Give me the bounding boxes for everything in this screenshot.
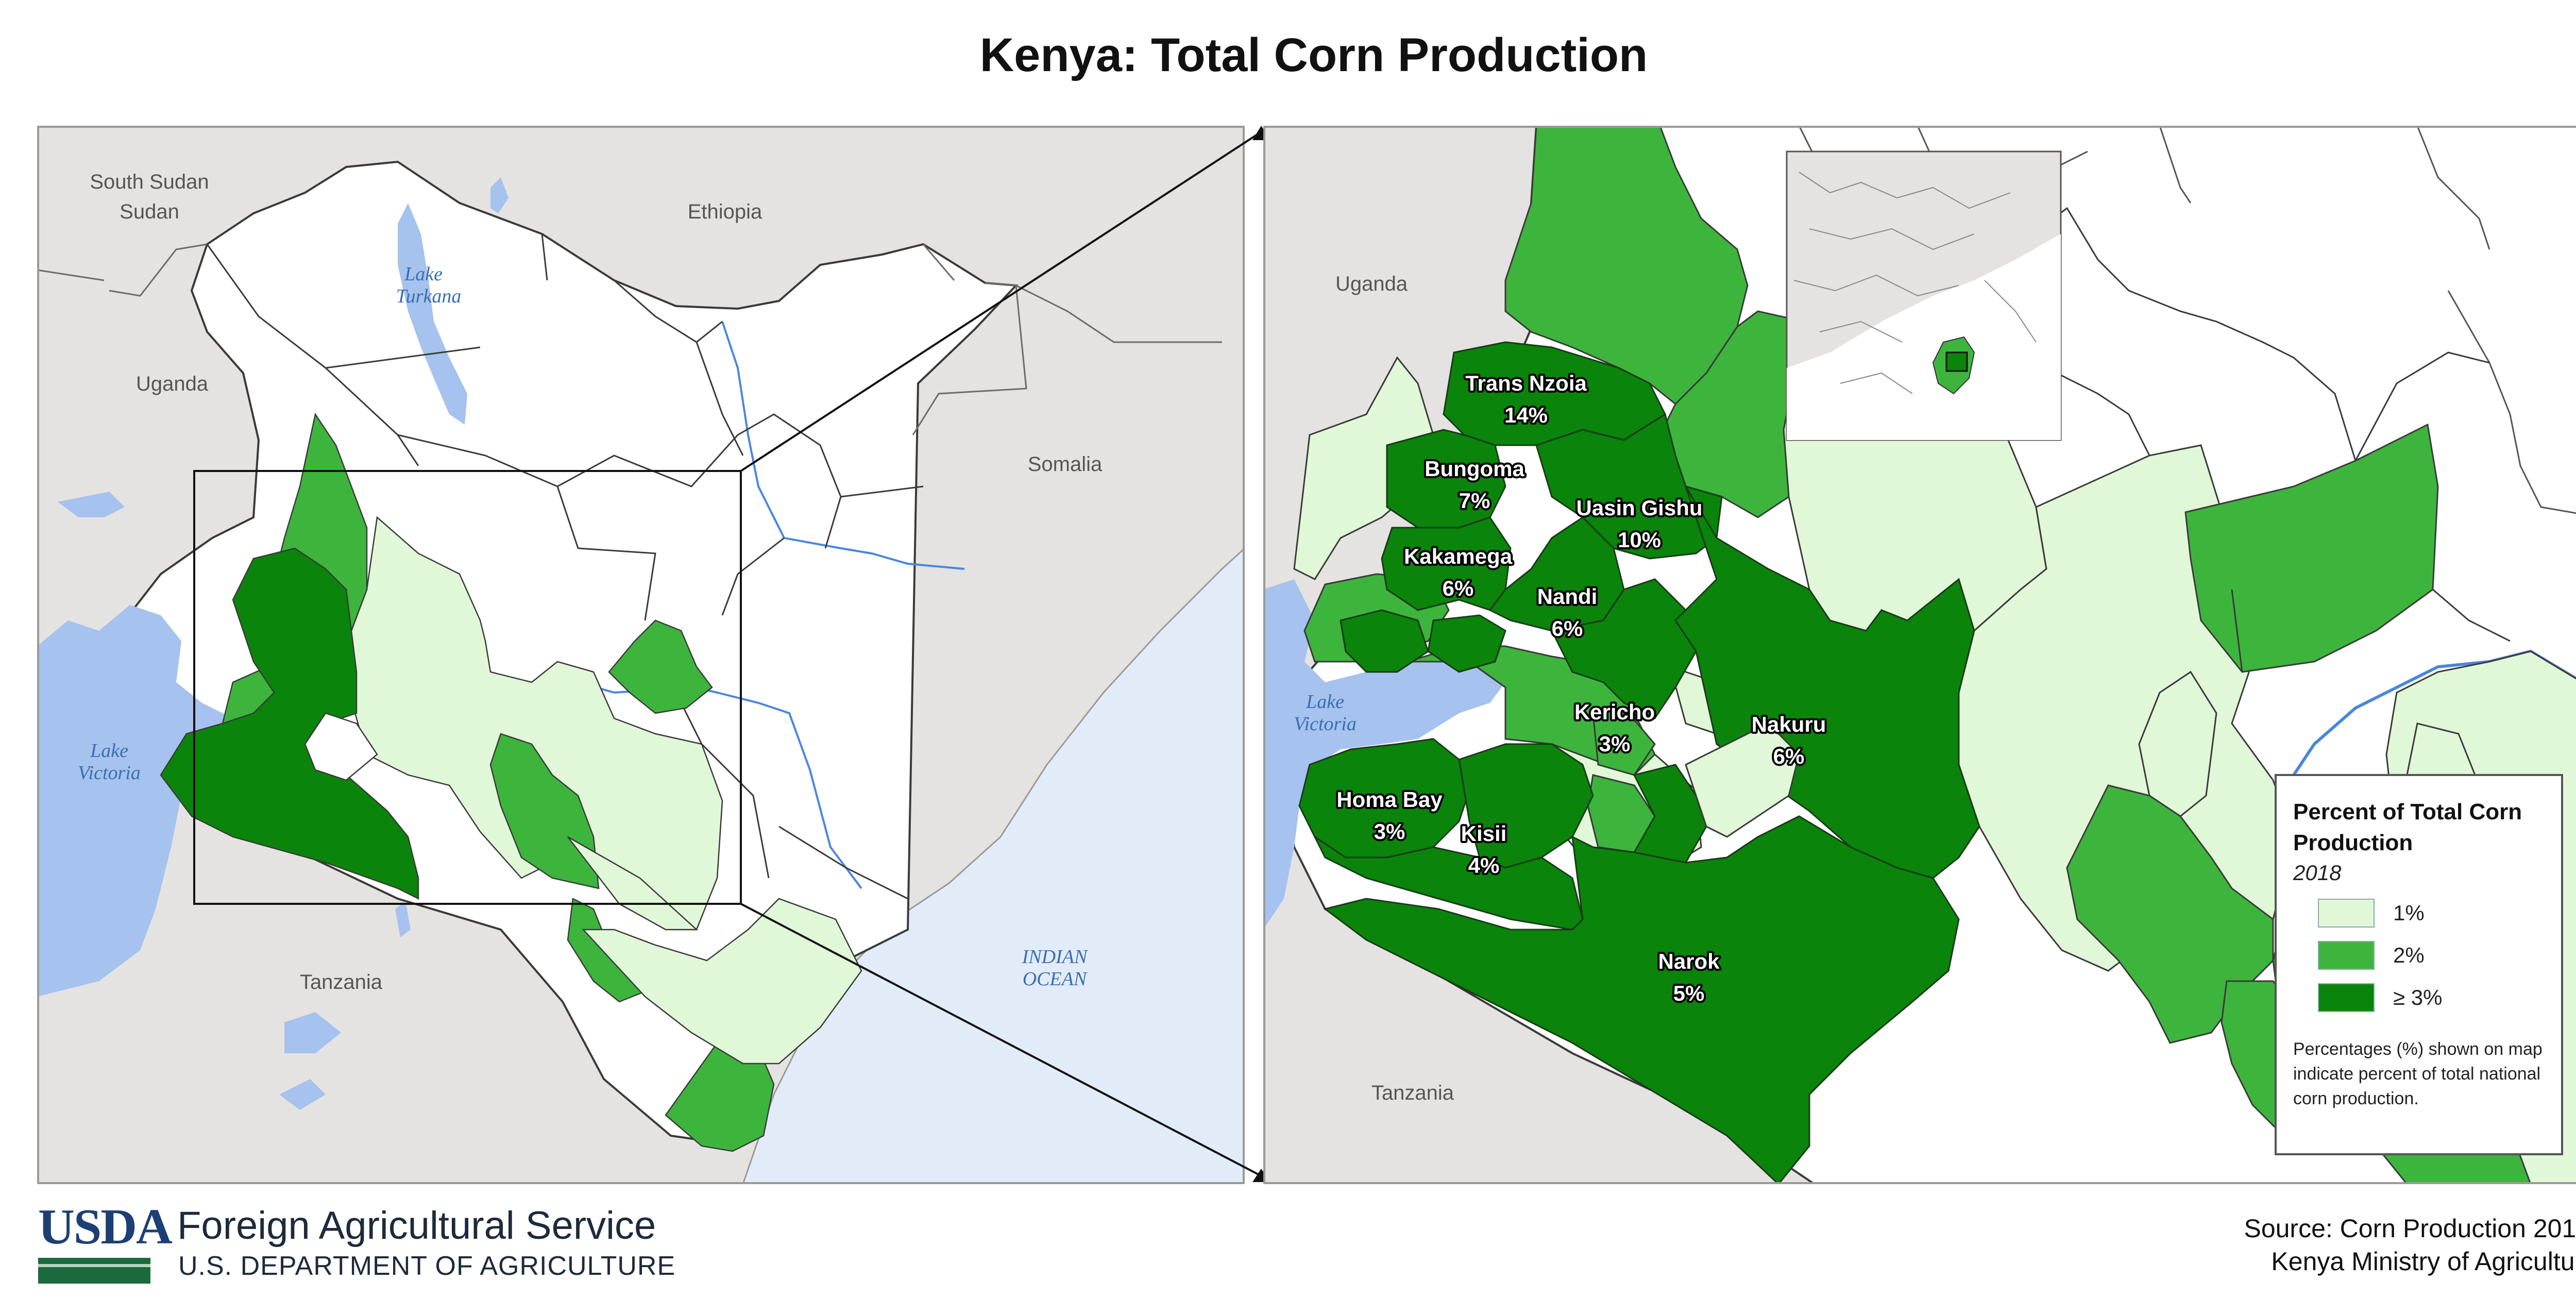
label-ethiopia: Ethiopia xyxy=(688,200,762,223)
white-county-boundaries xyxy=(1886,207,2511,672)
county-label-bungoma: Bungoma xyxy=(1425,457,1524,481)
lake-victoria-water-detail xyxy=(1263,579,1505,930)
source-line-2: Kenya Ministry of Agriculture xyxy=(2271,1247,2576,1276)
county-label-kericho: Kericho xyxy=(1574,700,1655,724)
level-1-inner-patch xyxy=(1685,722,1800,838)
inset-locator-map xyxy=(1786,150,2062,441)
legend-title: Percent of Total Corn Production xyxy=(2293,799,2522,855)
map-legend: Percent of Total Corn Production 2018 1%… xyxy=(2275,774,2563,1155)
page-title: Kenya: Total Corn Production xyxy=(979,29,1648,81)
legend-year: 2018 xyxy=(2293,861,2342,885)
legend-swatch-3 xyxy=(2318,983,2375,1012)
footer-branding: USDA Foreign Agricultural Service U.S. D… xyxy=(38,1198,708,1286)
usda-logo: USDA xyxy=(38,1199,173,1255)
zoom-extent-rectangle xyxy=(193,470,742,905)
county-value-bungoma: 7% xyxy=(1459,488,1490,513)
legend-item: 2% xyxy=(2318,941,2561,970)
county-value-nakuru: 6% xyxy=(1773,744,1805,768)
county-label-kakamega: Kakamega xyxy=(1404,544,1513,568)
indian-ocean-water xyxy=(742,547,1245,1184)
label-indian-ocean: INDIAN xyxy=(1022,946,1089,968)
county-value-kisii: 4% xyxy=(1468,853,1500,878)
country-borders xyxy=(37,243,1222,435)
county-nakuru xyxy=(1674,486,1980,879)
county-value-homa-bay: 3% xyxy=(1374,819,1405,844)
lake-turkana-water xyxy=(398,203,467,425)
legend-label: 1% xyxy=(2393,901,2425,925)
county-value-trans-nzoia: 14% xyxy=(1504,403,1548,427)
legend-swatch-1 xyxy=(2318,899,2375,928)
label-tanzania-left: Tanzania xyxy=(300,971,383,993)
county-migori xyxy=(1313,834,1584,931)
agency-name: Foreign Agricultural Service xyxy=(177,1204,656,1248)
county-label-nakuru: Nakuru xyxy=(1752,712,1826,736)
label-south-sudan: South Sudan xyxy=(90,171,209,193)
kenya-overview-map: South Sudan Sudan Ethiopia Uganda Somali… xyxy=(37,126,1245,1184)
label-lake-victoria-detail-2: Victoria xyxy=(1294,713,1357,735)
county-value-nandi: 6% xyxy=(1552,616,1583,641)
source-credit: Source: Corn Production 2018, Kenya Mini… xyxy=(2244,1212,2576,1278)
county-narok xyxy=(1323,815,1960,1184)
county-label-kisii: Kisii xyxy=(1461,821,1507,846)
county-label-nandi: Nandi xyxy=(1537,584,1598,609)
department-name: U.S. DEPARTMENT OF AGRICULTURE xyxy=(178,1251,676,1281)
county-kericho xyxy=(1550,578,1697,719)
county-nandi xyxy=(1488,516,1625,632)
county-value-kericho: 3% xyxy=(1599,732,1631,756)
label-lake-victoria-left-2: Victoria xyxy=(78,762,141,784)
label-uganda-detail: Uganda xyxy=(1335,273,1408,295)
usda-logo-bar xyxy=(38,1258,150,1284)
legend-label: ≥ 3% xyxy=(2393,985,2443,1009)
county-bomet xyxy=(1633,764,1707,864)
county-bungoma xyxy=(1386,429,1506,529)
source-line-1: Source: Corn Production 2018, xyxy=(2244,1214,2576,1243)
legend-item: ≥ 3% xyxy=(2318,983,2561,1012)
county-label-homa-bay: Homa Bay xyxy=(1336,787,1443,812)
label-lake-victoria-left: Lake xyxy=(90,740,128,762)
county-value-uasin-gishu: 10% xyxy=(1618,528,1661,552)
county-labels: Trans Nzoia 14% Bungoma 7% Uasin Gishu 1… xyxy=(1334,369,1828,1007)
label-lake-victoria-detail: Lake xyxy=(1306,691,1344,713)
label-somalia: Somalia xyxy=(1028,453,1103,476)
label-sudan-line2: Sudan xyxy=(120,200,179,223)
legend-item: 1% xyxy=(2318,899,2561,928)
county-value-kakamega: 6% xyxy=(1443,576,1474,600)
county-label-uasin-gishu: Uasin Gishu xyxy=(1576,496,1702,520)
label-uganda-left: Uganda xyxy=(136,373,209,395)
kenya-detail-map: Uganda Tanzania Lake Victoria Trans Nzoi… xyxy=(1263,126,2576,1184)
county-label-trans-nzoia: Trans Nzoia xyxy=(1465,371,1587,395)
county-siaya xyxy=(1340,609,1429,673)
legend-label: 2% xyxy=(2393,943,2425,967)
lake-victoria-water-left xyxy=(37,605,233,997)
label-lake-turkana: Lake xyxy=(404,263,443,285)
county-label-narok: Narok xyxy=(1658,949,1720,973)
legend-note: Percentages (%) shown on map indicate pe… xyxy=(2293,1039,2543,1108)
label-tanzania-detail: Tanzania xyxy=(1371,1082,1454,1104)
usda-logo-stripe xyxy=(38,1264,150,1267)
label-lake-turkana-2: Turkana xyxy=(396,285,462,307)
county-value-narok: 5% xyxy=(1673,981,1705,1005)
level-3-counties xyxy=(1298,341,1980,1184)
legend-swatch-2 xyxy=(2318,941,2375,970)
coast-counties xyxy=(582,898,862,1065)
label-indian-ocean-2: OCEAN xyxy=(1023,968,1088,990)
